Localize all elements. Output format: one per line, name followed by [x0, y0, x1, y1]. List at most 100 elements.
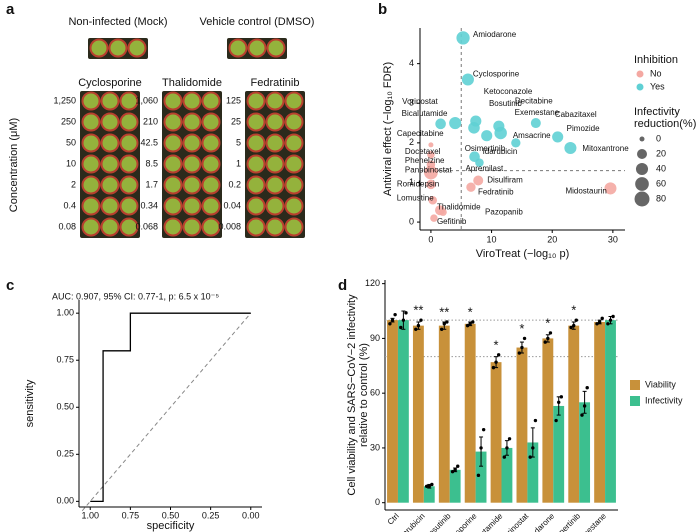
- well: [163, 154, 183, 174]
- bar: [516, 347, 528, 503]
- x-axis-label: ViroTreat (−log₁₀ p): [476, 248, 570, 260]
- panel-label: c: [6, 277, 14, 294]
- concentration-label: 1: [236, 158, 241, 168]
- well: [246, 175, 266, 195]
- significance-label: *: [519, 321, 524, 336]
- well: [246, 91, 266, 111]
- bar: [605, 320, 616, 503]
- concentration-label: 0.2: [228, 179, 241, 189]
- bar: [594, 321, 606, 503]
- well: [100, 217, 120, 237]
- group-label: Cyclosporine: [78, 77, 142, 89]
- concentration-label: 50: [66, 137, 76, 147]
- well: [163, 175, 183, 195]
- well: [89, 38, 109, 58]
- legend-label: Infectivity: [645, 395, 683, 405]
- point-label: Phenelzine: [405, 156, 445, 165]
- error-bar: [479, 436, 484, 467]
- replicate-point: [597, 320, 602, 324]
- well: [246, 112, 266, 132]
- well: [284, 91, 304, 111]
- well: [266, 38, 286, 58]
- concentration-label: 0.08: [58, 221, 76, 231]
- replicate-point: [479, 446, 483, 450]
- point: [475, 158, 484, 167]
- replicate-point: [442, 322, 446, 326]
- replicate-point: [606, 322, 610, 326]
- size-legend-mark: [635, 177, 649, 191]
- concentration-label: 0.008: [218, 221, 241, 231]
- replicate-point: [476, 473, 481, 478]
- group-label: Thalidomide: [162, 77, 222, 89]
- well: [201, 217, 221, 237]
- replicate-point: [390, 318, 395, 322]
- point: [468, 122, 480, 134]
- legend-title: Infectivity: [634, 106, 680, 118]
- replicate-point: [465, 323, 470, 328]
- legend-label: 20: [656, 148, 666, 158]
- legend-label: 60: [656, 178, 666, 188]
- replicate-point: [419, 318, 423, 322]
- point-label: Amsacrine: [513, 131, 551, 140]
- legend-label: Viability: [645, 379, 676, 389]
- y-axis-label: sensitivity: [24, 379, 36, 427]
- well: [201, 175, 221, 195]
- well: [163, 133, 183, 153]
- point-label: Disulfiram: [487, 176, 523, 185]
- well: [265, 133, 285, 153]
- replicate-point: [585, 385, 589, 390]
- replicate-point: [531, 446, 535, 450]
- well: [163, 196, 183, 216]
- legend-swatch: [630, 396, 640, 406]
- y-axis-label: Antiviral effect (−log₁₀ FDR): [382, 62, 394, 196]
- point-label: Fedratinib: [478, 187, 514, 196]
- point-label: Vorinostat: [402, 97, 438, 106]
- replicate-point: [582, 404, 587, 408]
- y-tick-label: 0.75: [56, 355, 74, 365]
- point-label: Capecitabine: [397, 129, 444, 138]
- bar: [438, 325, 450, 503]
- legend-swatch: [636, 70, 644, 78]
- point-label: Gefitinib: [437, 217, 467, 226]
- replicate-point: [559, 395, 564, 399]
- well: [182, 91, 202, 111]
- concentration-label: 0.068: [135, 221, 158, 231]
- well: [182, 112, 202, 132]
- replicate-point: [608, 318, 613, 322]
- well: [201, 133, 221, 153]
- y-tick-label: 30: [370, 442, 380, 452]
- x-tick-label: Vorinostat: [499, 511, 531, 532]
- replicate-point: [520, 345, 524, 350]
- y-tick-label: 0.50: [56, 402, 74, 412]
- significance-label: **: [439, 304, 449, 319]
- group-label: Fedratinib: [251, 77, 300, 89]
- concentration-label: 0.4: [63, 200, 76, 210]
- bar: [397, 320, 409, 503]
- well: [265, 217, 285, 237]
- concentration-label: 0.04: [223, 200, 241, 210]
- replicate-point: [401, 318, 406, 322]
- well: [163, 217, 183, 237]
- replicate-point: [393, 312, 397, 317]
- point: [449, 117, 462, 130]
- bar: [412, 325, 424, 503]
- well: [100, 133, 120, 153]
- replicate-point: [399, 325, 403, 330]
- control-label: Non-infected (Mock): [68, 16, 167, 28]
- significance-label: *: [545, 315, 550, 330]
- point-label: Idarubicin: [483, 147, 518, 156]
- well: [81, 217, 101, 237]
- legend-title: Inhibition: [634, 54, 678, 66]
- legend-swatch: [636, 83, 644, 91]
- point-label: Ketoconazole: [484, 87, 533, 96]
- point-label: Bosutinib: [489, 99, 522, 108]
- size-legend-mark: [635, 162, 649, 176]
- well: [81, 133, 101, 153]
- point: [466, 182, 476, 192]
- well: [182, 154, 202, 174]
- point: [428, 142, 434, 148]
- replicate-point: [505, 446, 509, 450]
- well: [81, 154, 101, 174]
- replicate-point: [453, 468, 457, 472]
- roc-curve: [90, 312, 251, 503]
